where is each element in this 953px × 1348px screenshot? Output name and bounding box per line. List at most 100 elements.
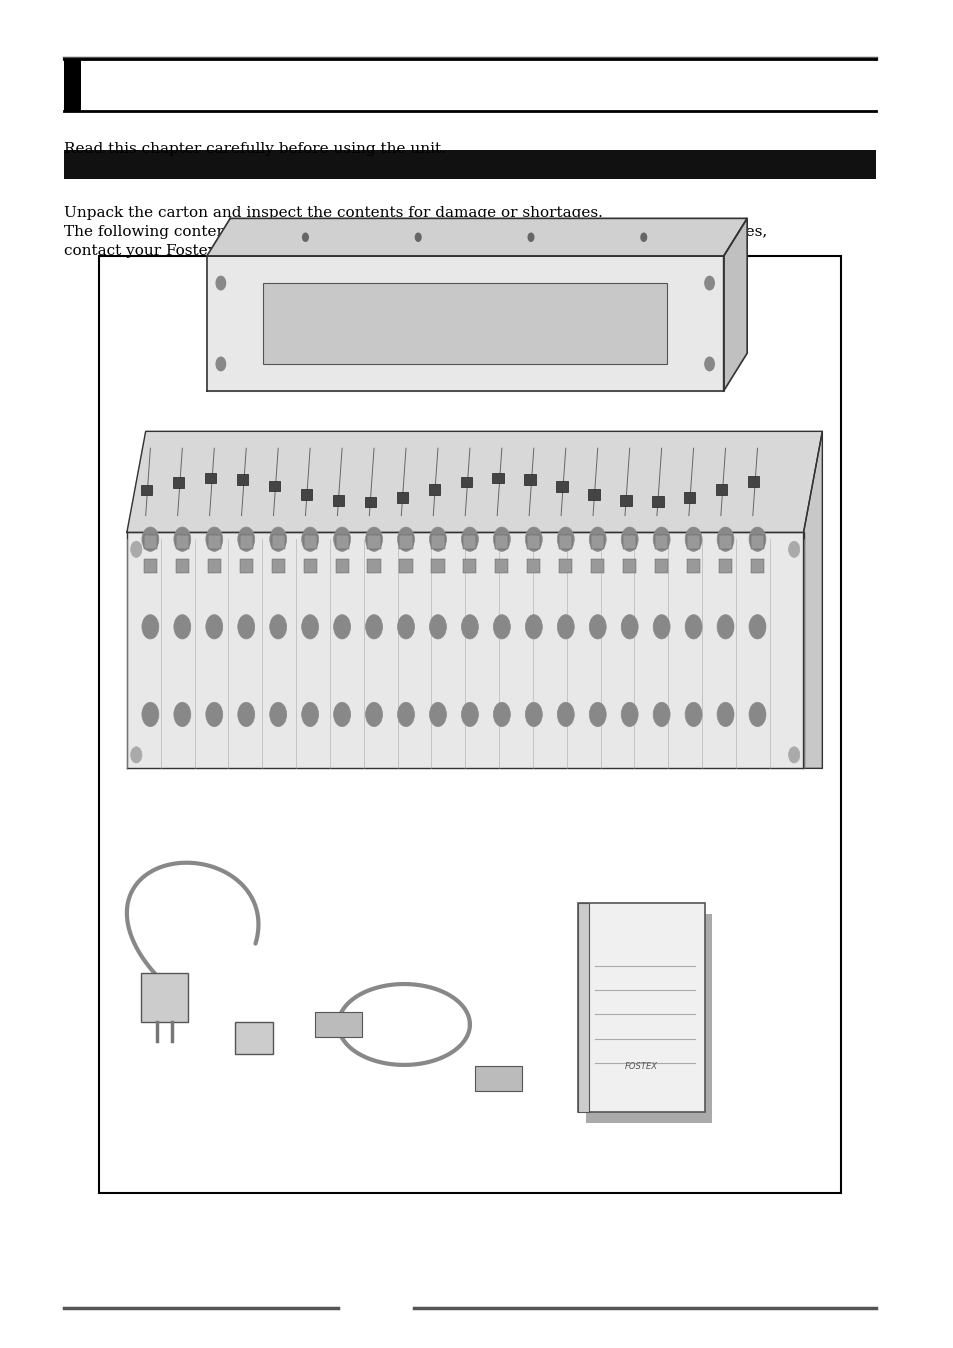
Bar bbox=[495, 535, 508, 549]
Bar bbox=[747, 476, 759, 487]
Bar bbox=[335, 559, 348, 573]
Bar bbox=[64, 59, 81, 111]
Bar bbox=[272, 559, 284, 573]
Circle shape bbox=[528, 233, 534, 241]
Bar bbox=[460, 477, 472, 488]
Circle shape bbox=[748, 615, 765, 639]
Bar bbox=[655, 559, 667, 573]
Bar bbox=[622, 535, 636, 549]
Bar bbox=[234, 1022, 273, 1054]
Bar bbox=[64, 150, 875, 179]
Bar bbox=[175, 535, 189, 549]
Polygon shape bbox=[723, 218, 746, 391]
Bar bbox=[686, 559, 700, 573]
Bar bbox=[239, 559, 253, 573]
Bar bbox=[716, 484, 726, 495]
Circle shape bbox=[131, 541, 142, 558]
Circle shape bbox=[620, 527, 638, 551]
Bar bbox=[303, 559, 316, 573]
Bar bbox=[492, 473, 503, 484]
Bar bbox=[719, 535, 731, 549]
Bar bbox=[239, 535, 253, 549]
Circle shape bbox=[653, 527, 669, 551]
Text: contact your Fostex dealer.: contact your Fostex dealer. bbox=[64, 244, 273, 257]
Circle shape bbox=[301, 615, 318, 639]
Circle shape bbox=[717, 702, 733, 727]
Bar bbox=[175, 559, 189, 573]
Circle shape bbox=[788, 541, 799, 558]
Circle shape bbox=[620, 702, 638, 727]
Circle shape bbox=[788, 747, 799, 763]
Circle shape bbox=[525, 615, 541, 639]
Bar bbox=[367, 535, 380, 549]
Circle shape bbox=[653, 702, 669, 727]
Circle shape bbox=[142, 615, 158, 639]
Circle shape bbox=[173, 527, 191, 551]
Bar bbox=[399, 535, 412, 549]
Circle shape bbox=[640, 233, 646, 241]
Bar bbox=[399, 559, 412, 573]
Circle shape bbox=[589, 702, 605, 727]
Bar bbox=[269, 480, 280, 491]
Circle shape bbox=[397, 615, 414, 639]
Circle shape bbox=[397, 527, 414, 551]
Circle shape bbox=[557, 702, 574, 727]
Circle shape bbox=[589, 615, 605, 639]
Bar bbox=[172, 477, 184, 488]
Circle shape bbox=[397, 702, 414, 727]
Bar bbox=[495, 559, 508, 573]
Bar bbox=[591, 559, 603, 573]
Bar bbox=[750, 535, 763, 549]
Circle shape bbox=[365, 702, 382, 727]
Bar bbox=[431, 535, 444, 549]
Bar bbox=[333, 495, 344, 506]
Bar bbox=[652, 496, 663, 507]
Circle shape bbox=[525, 702, 541, 727]
Bar bbox=[314, 1012, 361, 1037]
Circle shape bbox=[270, 702, 286, 727]
Bar bbox=[208, 559, 221, 573]
Circle shape bbox=[493, 527, 510, 551]
Bar bbox=[578, 903, 589, 1112]
Circle shape bbox=[704, 357, 714, 371]
Bar bbox=[686, 535, 700, 549]
Circle shape bbox=[142, 702, 158, 727]
Circle shape bbox=[748, 702, 765, 727]
Circle shape bbox=[557, 527, 574, 551]
Circle shape bbox=[301, 702, 318, 727]
Bar bbox=[208, 535, 221, 549]
Text: FOSTEX: FOSTEX bbox=[624, 1062, 658, 1070]
Circle shape bbox=[653, 615, 669, 639]
Bar bbox=[527, 559, 539, 573]
Text: Read this chapter carefully before using the unit.: Read this chapter carefully before using… bbox=[64, 142, 445, 155]
Bar bbox=[236, 474, 248, 485]
Circle shape bbox=[216, 357, 225, 371]
Circle shape bbox=[365, 527, 382, 551]
Circle shape bbox=[429, 615, 446, 639]
Bar bbox=[367, 559, 380, 573]
Circle shape bbox=[717, 615, 733, 639]
Bar bbox=[335, 535, 348, 549]
Circle shape bbox=[461, 615, 477, 639]
Circle shape bbox=[429, 702, 446, 727]
Polygon shape bbox=[802, 431, 821, 768]
Circle shape bbox=[173, 615, 191, 639]
Bar bbox=[474, 1066, 521, 1091]
Bar bbox=[556, 481, 567, 492]
Circle shape bbox=[334, 702, 350, 727]
Bar bbox=[428, 484, 439, 495]
Circle shape bbox=[717, 527, 733, 551]
Circle shape bbox=[270, 527, 286, 551]
Circle shape bbox=[684, 615, 701, 639]
Polygon shape bbox=[127, 431, 821, 532]
Bar bbox=[463, 535, 476, 549]
Circle shape bbox=[461, 702, 477, 727]
Circle shape bbox=[684, 702, 701, 727]
Bar bbox=[719, 559, 731, 573]
Bar bbox=[578, 903, 704, 1112]
Circle shape bbox=[173, 702, 191, 727]
Text: The following contents should be found in the carton. If you find any damage or : The following contents should be found i… bbox=[64, 225, 766, 239]
Bar bbox=[585, 914, 712, 1123]
Bar bbox=[750, 559, 763, 573]
Text: Unpack the carton and inspect the contents for damage or shortages.: Unpack the carton and inspect the conten… bbox=[64, 206, 602, 220]
